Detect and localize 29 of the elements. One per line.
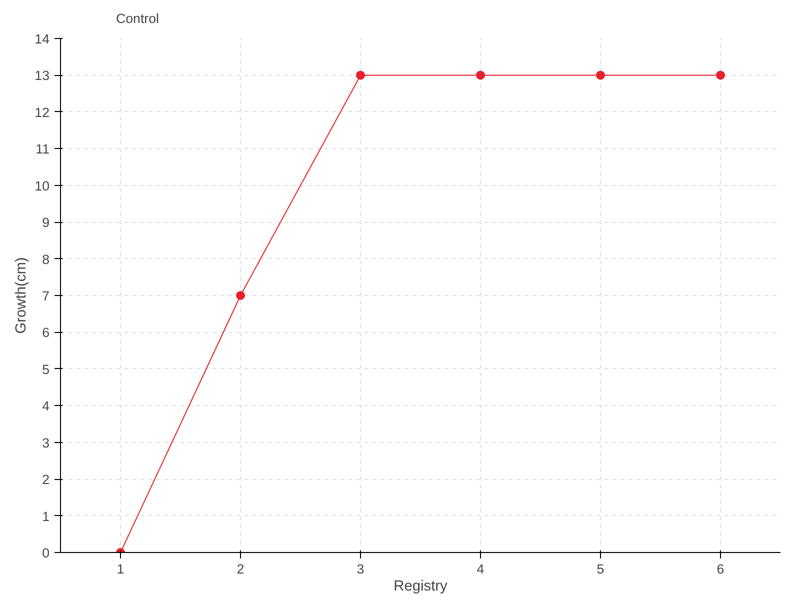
y-tick-label: 10 [34, 178, 50, 194]
point [356, 70, 365, 80]
y-tick-label: 14 [34, 32, 50, 46]
y-axis-title: Growth(cm) [14, 257, 30, 334]
y-tick-label: 11 [36, 142, 50, 157]
y-tick-label: 0 [42, 546, 50, 560]
y-tick-label: 1 [42, 508, 50, 524]
x-axis-title: Registry [394, 578, 448, 594]
y-tick-label: 7 [42, 288, 50, 304]
y-tick-label: 5 [42, 362, 50, 377]
x-tick-label: 4 [476, 562, 485, 576]
text: Control [116, 11, 159, 26]
x-tick-label: 5 [596, 562, 604, 576]
y-tick-label: 2 [42, 472, 50, 488]
point [716, 70, 725, 80]
y-tick-label: 13 [34, 68, 50, 84]
x-tick-label: 1 [116, 562, 124, 576]
y-tick-label: 8 [42, 252, 50, 267]
x-tick-label: 3 [356, 562, 364, 576]
y-tick-label: 4 [42, 398, 50, 414]
y-tick-label: 3 [42, 435, 50, 450]
y-tick-label: 9 [42, 215, 50, 230]
y-tick-label: 6 [42, 325, 50, 340]
point [476, 70, 485, 80]
x-tick-label: 2 [236, 562, 244, 576]
y-tick-label: 12 [34, 104, 50, 120]
x-tick-label: 6 [716, 562, 724, 576]
point [236, 291, 245, 300]
point [596, 70, 605, 80]
